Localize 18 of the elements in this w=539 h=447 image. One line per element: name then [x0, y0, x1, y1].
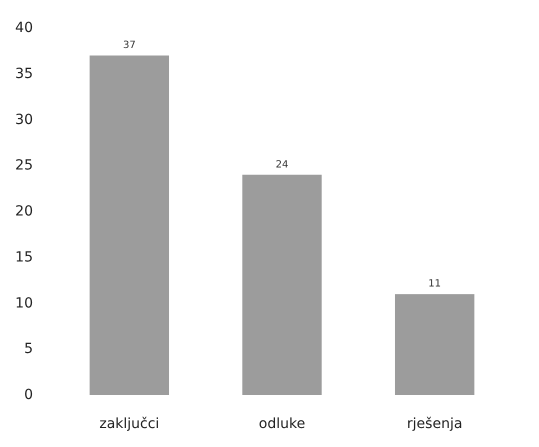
- bar: [242, 174, 322, 395]
- bar: [394, 294, 474, 395]
- y-tick-label: 0: [24, 387, 33, 403]
- y-tick-label: 20: [15, 204, 33, 220]
- y-tick-label: 40: [15, 20, 33, 36]
- data-label: 37: [122, 40, 136, 52]
- data-label: 24: [276, 159, 288, 170]
- y-tick-label: 10: [15, 295, 33, 312]
- x-tick-label: zaključci: [99, 416, 160, 432]
- x-tick-label: rješenja: [406, 416, 462, 432]
- bar: [90, 56, 170, 395]
- data-label: 11: [428, 278, 442, 290]
- y-tick-label: 15: [15, 249, 33, 266]
- x-tick-label: odluke: [258, 416, 306, 432]
- y-tick-label: 30: [15, 112, 33, 128]
- y-tick-label: 25: [15, 158, 33, 174]
- y-tick-label: 5: [24, 341, 33, 358]
- y-tick-label: 35: [15, 66, 33, 82]
